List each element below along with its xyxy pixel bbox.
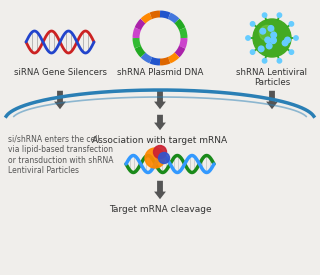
Circle shape	[270, 38, 276, 43]
Circle shape	[271, 32, 276, 38]
Circle shape	[268, 26, 274, 31]
Circle shape	[260, 28, 266, 34]
Circle shape	[282, 40, 288, 46]
Text: Target mRNA cleavage: Target mRNA cleavage	[109, 205, 211, 214]
Text: si/shRNA enters the cell
via lipid-based transfection
or transduction with shRNA: si/shRNA enters the cell via lipid-based…	[8, 135, 114, 175]
Circle shape	[154, 145, 166, 158]
Circle shape	[250, 22, 255, 26]
Circle shape	[262, 59, 267, 63]
Circle shape	[265, 37, 270, 43]
Circle shape	[246, 36, 250, 40]
Circle shape	[277, 13, 282, 17]
Text: Association with target mRNA: Association with target mRNA	[92, 136, 228, 145]
Circle shape	[250, 50, 255, 54]
Text: siRNA Gene Silencers: siRNA Gene Silencers	[13, 68, 107, 77]
Circle shape	[289, 22, 294, 26]
Circle shape	[266, 43, 272, 49]
Circle shape	[271, 37, 276, 43]
Circle shape	[277, 59, 282, 63]
Circle shape	[158, 153, 170, 164]
Circle shape	[262, 13, 267, 17]
Circle shape	[258, 46, 264, 52]
Circle shape	[260, 25, 275, 41]
Text: shRNA Lentiviral
Particles: shRNA Lentiviral Particles	[236, 68, 308, 87]
Circle shape	[253, 19, 291, 57]
Circle shape	[289, 50, 294, 54]
Circle shape	[145, 148, 165, 168]
Circle shape	[294, 36, 298, 40]
Text: shRNA Plasmid DNA: shRNA Plasmid DNA	[117, 68, 203, 77]
Circle shape	[285, 37, 290, 43]
